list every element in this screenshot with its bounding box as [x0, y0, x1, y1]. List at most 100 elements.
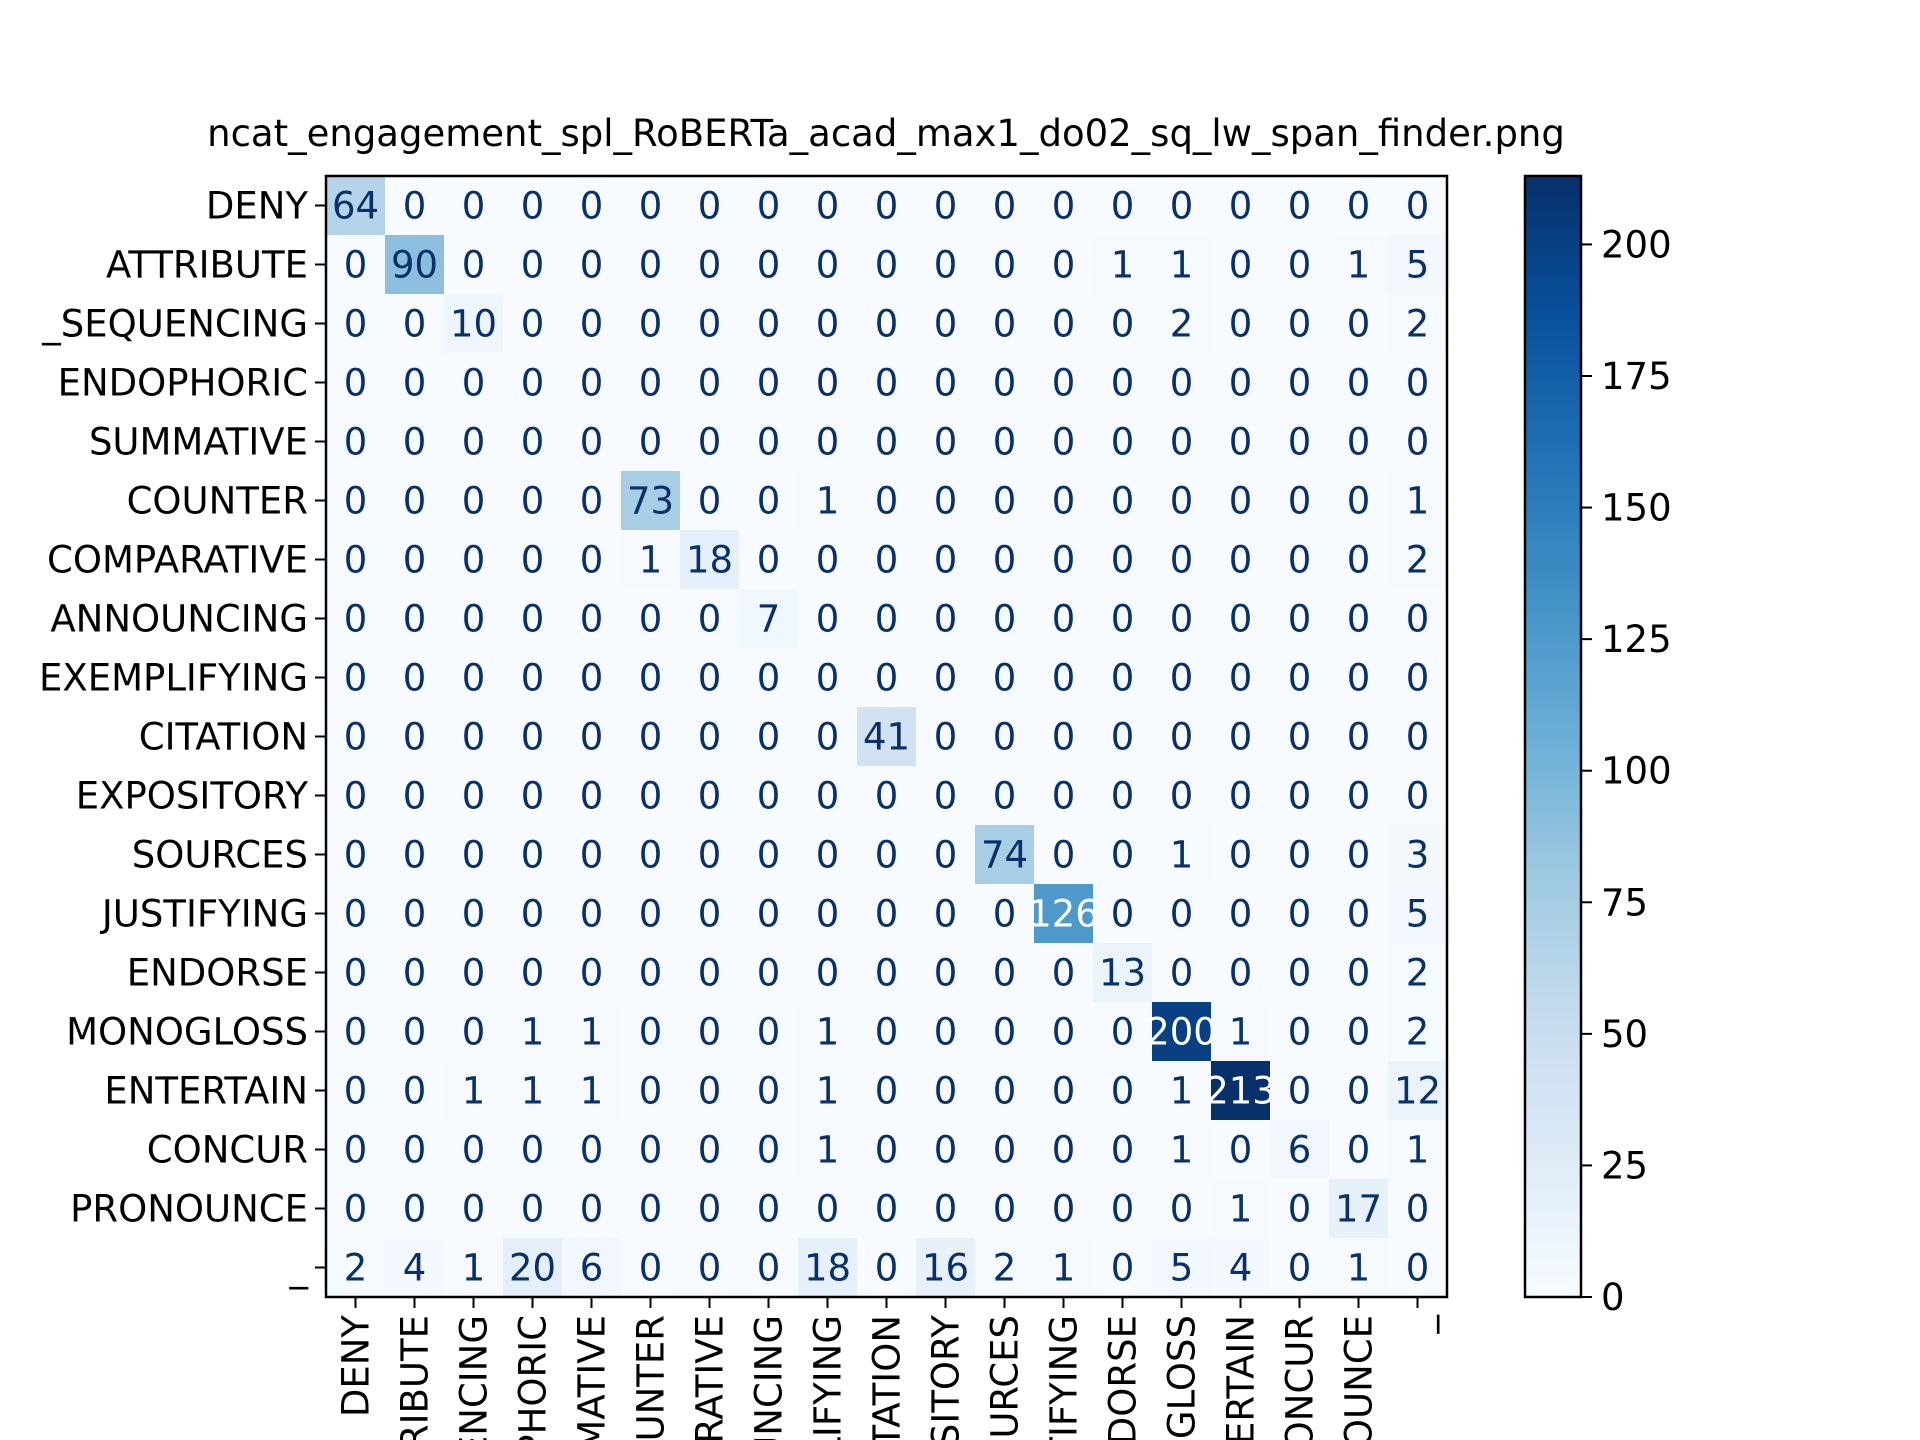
- cell-label: 0: [757, 303, 781, 346]
- cell-label: 0: [1052, 185, 1076, 228]
- heatmap-cell: [1388, 766, 1448, 826]
- y-tick-label: _: [289, 1247, 309, 1290]
- heatmap-cell: [444, 648, 504, 708]
- cell-label: 0: [1288, 1011, 1312, 1054]
- cell-label: 0: [816, 834, 840, 877]
- heatmap-cell: [975, 1061, 1035, 1121]
- cell-label: 0: [1111, 657, 1135, 700]
- heatmap-cell: [975, 294, 1035, 354]
- heatmap-cell: [1329, 943, 1389, 1003]
- y-tick-label: ENTERTAIN: [104, 1070, 308, 1113]
- cell-label: 0: [1170, 185, 1194, 228]
- cell-label: 0: [698, 1188, 722, 1231]
- cell-label: 1: [1229, 1188, 1253, 1231]
- heatmap-cell: [503, 825, 563, 885]
- cell-label: 0: [1229, 244, 1253, 287]
- cell-label: 1: [521, 1070, 545, 1113]
- heatmap-cell: [621, 1120, 681, 1180]
- cell-label: 0: [403, 539, 427, 582]
- heatmap-cell: [1270, 1179, 1330, 1239]
- heatmap-cell: [975, 1179, 1035, 1239]
- heatmap-cell: [1093, 825, 1153, 885]
- heatmap-cell: [562, 530, 622, 590]
- heatmap-cell: [1034, 648, 1094, 708]
- heatmap-cell: [1270, 766, 1330, 826]
- heatmap-cell: [1388, 1120, 1448, 1180]
- heatmap-cell: [975, 353, 1035, 413]
- heatmap-cell: [739, 1120, 799, 1180]
- heatmap-cell: [621, 471, 681, 531]
- heatmap-cell: [385, 471, 445, 531]
- cell-label: 0: [639, 421, 663, 464]
- heatmap-cell: [739, 530, 799, 590]
- cell-label: 0: [1111, 834, 1135, 877]
- heatmap-cell: [916, 884, 976, 944]
- cell-label: 0: [757, 539, 781, 582]
- x-tick-label: ENTERTAIN: [1220, 1315, 1263, 1440]
- heatmap-cell: [1034, 1061, 1094, 1121]
- cell-label: 0: [1347, 539, 1371, 582]
- heatmap-cell: [1034, 235, 1094, 295]
- y-tick-label: ATTRIBUTE: [106, 244, 308, 287]
- cell-label: 0: [1406, 1188, 1430, 1231]
- cell-label: 1: [1347, 1247, 1371, 1290]
- heatmap-cell: [680, 648, 740, 708]
- heatmap-cell: [444, 707, 504, 767]
- y-tick-label: _SEQUENCING: [41, 303, 308, 346]
- x-tick-label: EXEMPLIFYING: [807, 1315, 850, 1440]
- heatmap-cell: [680, 471, 740, 531]
- cell-label: 0: [993, 480, 1017, 523]
- cell-label: 0: [1347, 657, 1371, 700]
- heatmap-cell: [916, 589, 976, 649]
- heatmap-cell: [975, 1002, 1035, 1062]
- cell-label: 0: [993, 362, 1017, 405]
- cell-label: 0: [1406, 362, 1430, 405]
- heatmap-cell: [1152, 766, 1212, 826]
- heatmap-cell: [798, 707, 858, 767]
- cell-label: 0: [462, 480, 486, 523]
- heatmap-cell: [798, 1002, 858, 1062]
- heatmap-cell: [739, 471, 799, 531]
- cell-label: 0: [757, 716, 781, 759]
- cell-label: 0: [1111, 893, 1135, 936]
- heatmap-cell: [621, 412, 681, 472]
- cell-label: 0: [1347, 716, 1371, 759]
- heatmap-cell: [1329, 707, 1389, 767]
- heatmap-cell: [444, 530, 504, 590]
- cell-label: 0: [580, 244, 604, 287]
- cell-label: 126: [1028, 893, 1099, 936]
- heatmap-cell: [916, 353, 976, 413]
- cell-label: 5: [1406, 893, 1430, 936]
- x-tick-label: _: [1397, 1315, 1440, 1335]
- cell-label: 0: [1229, 362, 1253, 405]
- heatmap-cell: [444, 943, 504, 1003]
- heatmap-cell: [1152, 176, 1212, 236]
- heatmap-cell: [975, 589, 1035, 649]
- cell-label: 0: [580, 362, 604, 405]
- heatmap-cell: [1388, 1061, 1448, 1121]
- heatmap-cell: [1034, 943, 1094, 1003]
- heatmap-cell: [739, 235, 799, 295]
- heatmap-cell: [1329, 648, 1389, 708]
- heatmap-cell: [1152, 294, 1212, 354]
- cell-label: 0: [639, 303, 663, 346]
- heatmap-cell: [739, 353, 799, 413]
- cell-label: 0: [580, 480, 604, 523]
- cell-label: 0: [1288, 362, 1312, 405]
- heatmap-cell: [857, 1238, 917, 1298]
- heatmap-cell: [503, 1179, 563, 1239]
- cell-label: 0: [1347, 1070, 1371, 1113]
- cell-label: 0: [462, 657, 486, 700]
- cell-label: 1: [1170, 1070, 1194, 1113]
- heatmap-cell: [385, 176, 445, 236]
- cell-label: 0: [1111, 716, 1135, 759]
- cell-label: 0: [934, 716, 958, 759]
- heatmap-cell: [680, 707, 740, 767]
- heatmap-cell: [1329, 1238, 1389, 1298]
- cell-label: 0: [1111, 1188, 1135, 1231]
- heatmap-cell: [857, 1179, 917, 1239]
- cell-label: 0: [344, 775, 368, 818]
- heatmap-cell: [1034, 1120, 1094, 1180]
- cell-label: 0: [875, 952, 899, 995]
- cell-label: 0: [875, 421, 899, 464]
